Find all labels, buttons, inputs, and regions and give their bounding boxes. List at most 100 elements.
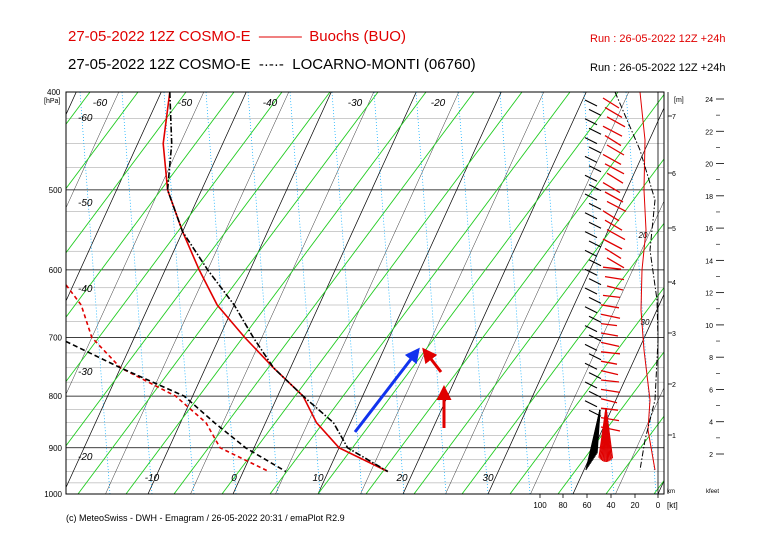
footer-credit: (c) MeteoSwiss - DWH - Emagram / 26-05-2… <box>66 513 345 523</box>
kfeet-unit-label: kfeet <box>706 489 719 495</box>
dry-adiabat-line <box>0 92 42 494</box>
wind-barb-locarno <box>588 372 602 380</box>
wind-barb-locarno <box>584 343 598 351</box>
dry-adiabat-line <box>317 92 619 494</box>
wind-barb-locarno <box>588 146 602 154</box>
wind-speed-tick-label: 60 <box>583 501 592 510</box>
wind-barb-buochs <box>600 322 618 327</box>
mixing-ratio-line <box>541 92 573 494</box>
wind-barb-buochs <box>600 341 620 348</box>
temperature-label: -50 <box>178 98 193 109</box>
mixing-ratio-line <box>415 92 447 494</box>
wind-barb-locarno <box>584 118 598 126</box>
wind-barb-buochs <box>606 229 626 241</box>
temperature-label: -60 <box>78 113 93 124</box>
wind-barb-locarno <box>588 221 602 229</box>
wind-barb-buochs <box>600 379 620 383</box>
wind-barb-buochs <box>606 116 626 128</box>
wind-barb-buochs <box>602 125 623 137</box>
mixing-ratio-line <box>205 92 237 494</box>
dry-adiabat-line <box>66 92 235 318</box>
mixing-ratio-line <box>163 92 195 494</box>
wind-barb-buochs <box>604 247 622 259</box>
wind-barb-locarno <box>584 287 598 295</box>
wind-speed-profile-buochs <box>639 91 656 471</box>
kfeet-tick-label: 2 <box>709 452 713 459</box>
wind-barb-locarno <box>584 99 598 107</box>
wind-barb-locarno <box>588 184 602 192</box>
wind-barb-locarno <box>588 278 602 286</box>
wind-barb-buochs <box>605 407 614 459</box>
run-info-locarno: Run : 26-05-2022 12Z +24h <box>590 62 726 74</box>
wind-barb-locarno <box>588 127 602 135</box>
kfeet-tick-label: 20 <box>705 162 713 169</box>
isotherm-line <box>0 92 34 494</box>
temperature-label: -10 <box>145 473 160 484</box>
wind-barb-locarno <box>588 334 602 342</box>
wind-barb-buochs <box>606 285 624 291</box>
wind-barb-buochs <box>604 275 625 281</box>
wind-barb-buochs <box>600 388 621 394</box>
wind-barb-buochs <box>604 191 624 203</box>
wind-barb-locarno <box>588 240 602 248</box>
kfeet-tick-label: 4 <box>709 420 713 427</box>
wind-barb-locarno <box>584 155 598 163</box>
parcel-arrow-red <box>422 347 443 373</box>
wind-barb-buochs <box>602 182 621 194</box>
isotherm-line <box>66 92 119 209</box>
wind-barb-buochs <box>600 398 618 404</box>
height-tick-label: 1 <box>672 433 676 440</box>
wind-barb-locarno <box>596 409 601 454</box>
wind-barb-buochs <box>606 144 625 156</box>
wind-barb-buochs <box>600 304 620 309</box>
mixing-ratio-line <box>289 92 321 494</box>
wind-barb-locarno <box>588 315 602 323</box>
wind-barb-buochs <box>604 135 622 147</box>
dry-adiabat-line <box>125 92 427 494</box>
temperature-label: -40 <box>263 98 278 109</box>
dry-adiabat-line <box>509 286 664 494</box>
isotherm-line <box>66 92 77 116</box>
isotherm-line <box>66 92 247 489</box>
title-locarno: 27-05-2022 12Z COSMO-E -·-·- LOCARNO-MON… <box>68 56 476 73</box>
wind-barb-locarno <box>584 381 598 389</box>
isotherm-line <box>232 92 417 494</box>
height-tick-label: 2 <box>672 382 676 389</box>
wind-barb-buochs <box>600 369 619 376</box>
wind-speed-tick-label: 0 <box>656 501 661 510</box>
wind-barb-locarno <box>588 390 602 398</box>
wind-profile-label: 20 <box>638 231 648 240</box>
mixing-ratio-line <box>121 92 153 494</box>
pressure-tick-label: 1000 <box>44 490 62 499</box>
temperature-label: -20 <box>78 452 93 463</box>
temperature-label: -30 <box>348 98 363 109</box>
isotherm-line <box>615 387 664 494</box>
wind-barb-locarno <box>584 362 598 370</box>
wind-barb-buochs <box>600 351 621 355</box>
wind-barb-locarno <box>588 108 602 116</box>
dry-adiabat-line <box>66 92 187 254</box>
isotherm-line <box>487 107 664 494</box>
wind-barb-buochs <box>602 294 621 299</box>
buochs-temperature-line <box>162 92 389 473</box>
mixing-ratio-line <box>499 92 531 494</box>
isotherm-line <box>317 92 502 494</box>
wind-barb-locarno <box>588 296 602 304</box>
mixing-ratio-line <box>247 92 279 494</box>
wind-barb-locarno <box>584 212 598 220</box>
pressure-tick-label: 900 <box>49 444 63 453</box>
isotherm-line <box>66 92 162 302</box>
height-tick-label: 6 <box>672 171 676 178</box>
wind-barb-buochs <box>606 200 627 212</box>
wind-barb-locarno <box>584 231 598 239</box>
km-label: km <box>667 489 675 495</box>
kfeet-tick-label: 24 <box>705 97 713 104</box>
temperature-label: -40 <box>78 284 93 295</box>
isotherm-line <box>402 92 587 494</box>
temperature-label: -30 <box>78 367 93 378</box>
height-unit-label: [m] <box>674 97 684 104</box>
height-tick-label: 3 <box>672 331 676 338</box>
kfeet-tick-label: 6 <box>709 387 713 394</box>
mixing-ratio-line <box>79 92 111 494</box>
